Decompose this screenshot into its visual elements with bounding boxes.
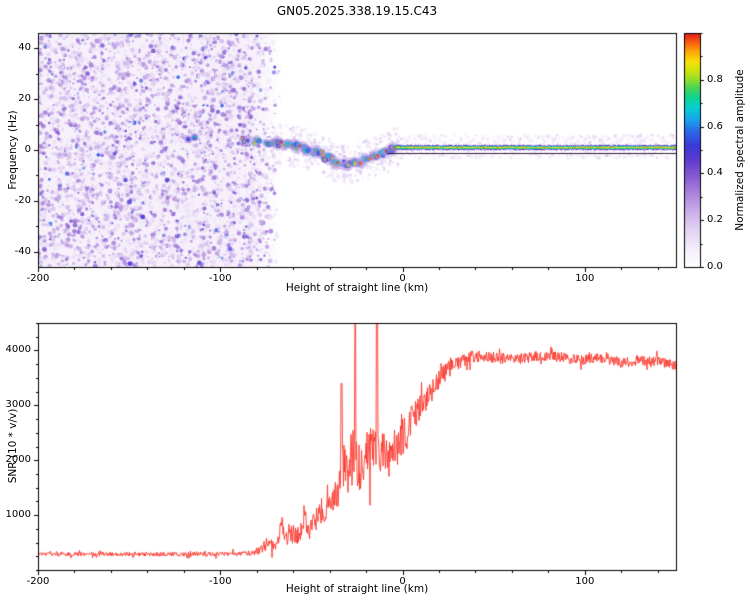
snr-y-tick-label: 1000 bbox=[5, 509, 31, 521]
snr-x-tick-label: -200 bbox=[26, 576, 50, 587]
spectrogram-y-tick-label: -20 bbox=[14, 194, 31, 206]
snr-y-axis-label: SNR (10 * v/v) bbox=[7, 408, 19, 484]
colorbar-tick-label: 0.2 bbox=[707, 214, 723, 226]
colorbar-tick-label: 0.6 bbox=[707, 120, 723, 132]
spectrogram-x-tick-label: 100 bbox=[575, 273, 595, 284]
snr-x-axis-label: Height of straight line (km) bbox=[285, 583, 429, 595]
snr-x-tick-label: 0 bbox=[399, 576, 406, 587]
colorbar-tick-label: 0.0 bbox=[707, 261, 723, 272]
snr-x-tick-label: 100 bbox=[575, 576, 595, 587]
snr-x-tick-label: -100 bbox=[208, 576, 232, 587]
spectrogram-x-tick-label: 0 bbox=[399, 273, 406, 284]
snr-y-tick-label: 2000 bbox=[5, 454, 31, 466]
spectrogram-y-tick-label: 20 bbox=[18, 93, 31, 105]
colorbar-tick-label: 0.8 bbox=[707, 73, 723, 85]
spectrogram-x-tick-label: -200 bbox=[26, 273, 50, 284]
spectrogram-x-tick-label: -100 bbox=[208, 273, 232, 284]
spectrogram-y-axis-label: Frequency (Hz) bbox=[7, 110, 19, 190]
spectrogram-x-axis-label: Height of straight line (km) bbox=[285, 282, 429, 294]
spectrogram-y-tick-label: 40 bbox=[18, 42, 31, 54]
spectrogram-y-tick-label: 0 bbox=[24, 144, 31, 155]
snr-y-tick-label: 4000 bbox=[5, 344, 31, 356]
colorbar-label: Normalized spectral amplitude bbox=[734, 69, 746, 231]
snr-y-tick-label: 3000 bbox=[5, 399, 31, 411]
spectrogram-y-tick-label: -40 bbox=[14, 245, 31, 257]
colorbar-tick-label: 0.4 bbox=[707, 167, 723, 179]
figure-title: GN05.2025.338.19.15.C43 bbox=[276, 4, 438, 18]
